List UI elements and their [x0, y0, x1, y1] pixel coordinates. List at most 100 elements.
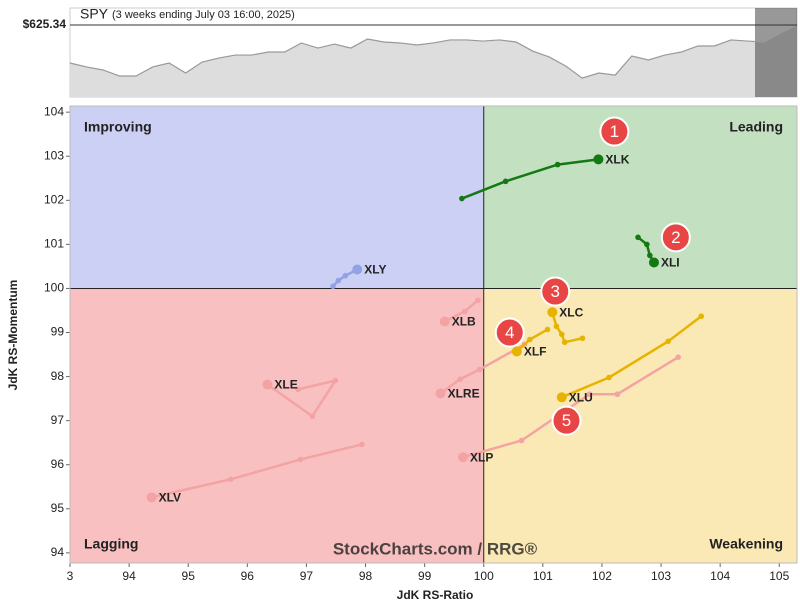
tail — [439, 343, 526, 395]
y-tick-label: 94 — [51, 545, 65, 559]
series-label: XLF — [524, 345, 547, 359]
tail — [151, 443, 363, 499]
tail-point — [502, 178, 509, 185]
tail-point — [553, 323, 560, 330]
head-point — [458, 452, 469, 463]
x-tick-label: 96 — [241, 569, 255, 583]
tail-point — [475, 297, 481, 304]
annotation-text: 1 — [610, 122, 619, 141]
tail-point — [462, 308, 468, 315]
series-label: XLY — [364, 263, 386, 277]
tail-point — [518, 437, 525, 444]
head-point — [511, 346, 522, 357]
tail — [266, 378, 339, 419]
tail-point — [561, 339, 568, 346]
tail-point — [332, 377, 339, 384]
y-tick-label: 104 — [44, 104, 64, 118]
x-tick-label: 97 — [300, 569, 314, 583]
y-tick-label: 102 — [44, 192, 64, 206]
tail-point — [644, 241, 650, 248]
annotation-text: 5 — [562, 411, 571, 430]
tail-point — [554, 161, 561, 168]
annotation-badge — [660, 222, 691, 253]
price-tick-label: $625.34 — [23, 17, 67, 31]
tail — [461, 158, 599, 200]
tail-point — [698, 313, 705, 320]
y-tick-label: 103 — [44, 148, 64, 162]
annotation-text: 3 — [551, 282, 560, 301]
annotation-badge — [599, 116, 630, 147]
x-tick-label: 104 — [710, 569, 730, 583]
rrg-plot: Improving Leading Lagging Weakening StockCha… — [44, 104, 798, 583]
y-tick-label: 95 — [51, 501, 65, 515]
price-area — [70, 24, 797, 97]
x-tick-label: 3 — [67, 569, 74, 583]
x-tick-label: 100 — [474, 569, 494, 583]
head-point — [262, 379, 273, 390]
y-tick-label: 98 — [51, 369, 65, 383]
quadrant-label: Improving — [84, 119, 152, 135]
current-period — [755, 8, 797, 97]
tail-point — [335, 277, 342, 284]
series-label: XLI — [661, 256, 680, 270]
y-tick-label: 101 — [44, 237, 64, 251]
tail-point — [295, 386, 301, 393]
annotation-text: 2 — [671, 228, 680, 247]
series-label: XLP — [470, 450, 493, 464]
head-point — [435, 388, 446, 399]
tail-point — [457, 376, 463, 383]
tail-point — [330, 283, 336, 290]
tail-point — [614, 391, 621, 398]
x-axis-label: JdK RS-Ratio — [397, 588, 474, 602]
tail-point — [297, 456, 304, 463]
tail-point — [527, 336, 533, 343]
head-point — [352, 264, 363, 275]
x-tick-label: 95 — [182, 569, 196, 583]
series-label: XLV — [159, 491, 181, 505]
head-point — [593, 154, 604, 165]
tail-point — [606, 374, 612, 381]
head-point — [547, 307, 558, 318]
series-label: XLB — [452, 315, 476, 329]
price-title: SPY — [80, 6, 109, 22]
tail-point — [544, 326, 551, 333]
tail-point — [342, 272, 349, 279]
x-tick-label: 94 — [122, 569, 136, 583]
series-label: XLC — [559, 305, 583, 319]
price-subtitle: (3 weeks ending July 03 16:00, 2025) — [112, 9, 295, 21]
tail-point — [647, 252, 653, 259]
x-tick-label: 98 — [359, 569, 373, 583]
tail — [561, 315, 703, 399]
y-tick-label: 97 — [51, 413, 65, 427]
quadrant-label: Weakening — [709, 536, 783, 552]
quadrant-label: Lagging — [84, 536, 138, 552]
price-line — [69, 24, 798, 79]
head-point — [439, 316, 450, 327]
tail-point — [459, 195, 465, 202]
head-point — [648, 257, 659, 268]
y-tick-label: 100 — [44, 281, 64, 295]
quadrant — [70, 106, 484, 289]
tail-point — [558, 331, 565, 338]
x-tick-label: 99 — [418, 569, 432, 583]
watermark: StockCharts.com / RRG® — [333, 539, 538, 558]
x-tick-label: 103 — [651, 569, 671, 583]
y-tick-label: 99 — [51, 325, 65, 339]
price-panel: SPY (3 weeks ending July 03 16:00, 2025)… — [23, 6, 798, 98]
tail-point — [675, 354, 681, 360]
series-label: XLRE — [448, 387, 480, 401]
annotation-badge — [551, 405, 582, 436]
plot-frame — [69, 105, 798, 564]
tail-point — [309, 413, 316, 420]
tail-point — [579, 335, 586, 342]
quadrant-label: Leading — [729, 119, 783, 135]
tail-point — [227, 476, 234, 483]
tail-point — [476, 366, 483, 373]
annotation-badge — [540, 276, 571, 307]
annotation-badge — [494, 317, 525, 348]
tail-point — [359, 441, 365, 448]
x-tick-label: 101 — [533, 569, 553, 583]
annotation-text: 4 — [505, 323, 514, 342]
head-point — [146, 492, 157, 503]
